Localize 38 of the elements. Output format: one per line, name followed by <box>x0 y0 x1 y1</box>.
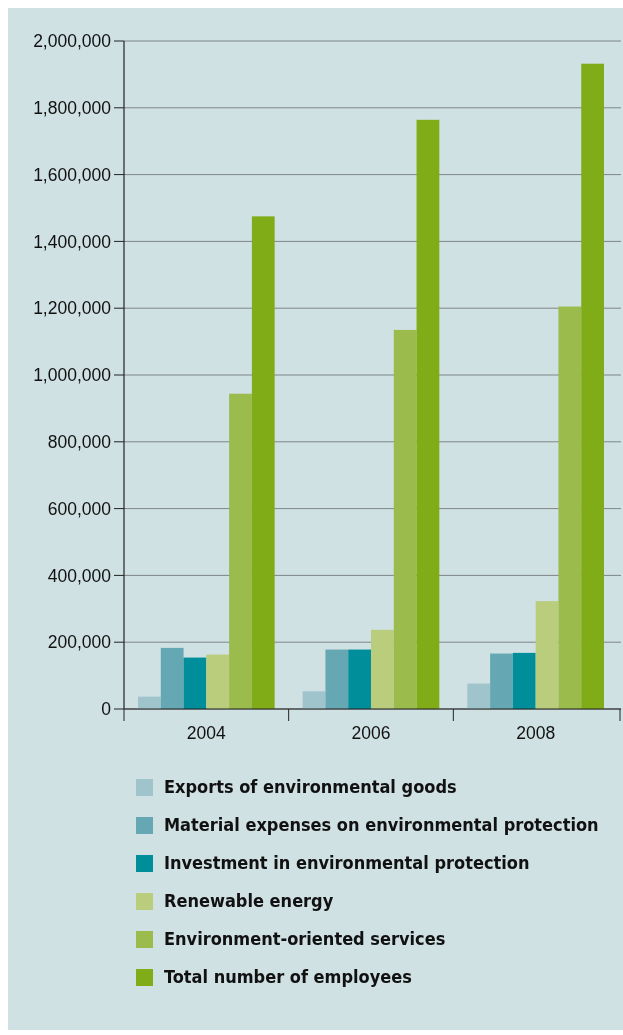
y-tick-label: 600,000 <box>47 498 112 519</box>
bar <box>581 63 604 709</box>
bar <box>558 306 582 709</box>
legend-label: Renewable energy <box>164 890 334 912</box>
bar <box>371 629 394 709</box>
y-tick-label: 800,000 <box>47 431 112 452</box>
x-tick-label: 2006 <box>351 723 391 743</box>
bar <box>535 601 559 709</box>
y-tick-label: 1,200,000 <box>33 298 112 319</box>
bar <box>302 691 326 709</box>
y-tick-label: 1,600,000 <box>33 164 112 185</box>
bar <box>490 653 513 709</box>
bar <box>251 216 275 709</box>
y-tick-label: 400,000 <box>47 565 112 586</box>
bar <box>229 393 252 709</box>
bar <box>393 329 417 709</box>
legend-label: Material expenses on environmental protection <box>164 814 599 836</box>
bar <box>206 654 230 709</box>
bar <box>138 696 161 709</box>
bar <box>416 119 440 709</box>
legend-label: Total number of employees <box>164 966 412 988</box>
bar <box>348 649 371 709</box>
bar <box>160 647 184 709</box>
y-tick-label: 1,800,000 <box>33 97 112 118</box>
legend-label: Environment-oriented services <box>164 928 446 950</box>
legend-label: Investment in environmental protection <box>164 852 530 874</box>
bar <box>512 652 536 709</box>
y-tick-label: 0 <box>101 699 112 720</box>
y-tick-label: 200,000 <box>47 632 112 653</box>
y-tick-label: 1,000,000 <box>33 365 112 386</box>
bar <box>325 649 349 709</box>
legend-label: Exports of environmental goods <box>164 776 457 798</box>
x-tick-label: 2008 <box>516 723 556 743</box>
x-tick-label: 2004 <box>186 723 227 743</box>
y-tick-label: 2,000,000 <box>33 31 112 52</box>
y-tick-label: 1,400,000 <box>33 231 112 252</box>
bar <box>467 683 491 709</box>
bar <box>183 657 207 709</box>
